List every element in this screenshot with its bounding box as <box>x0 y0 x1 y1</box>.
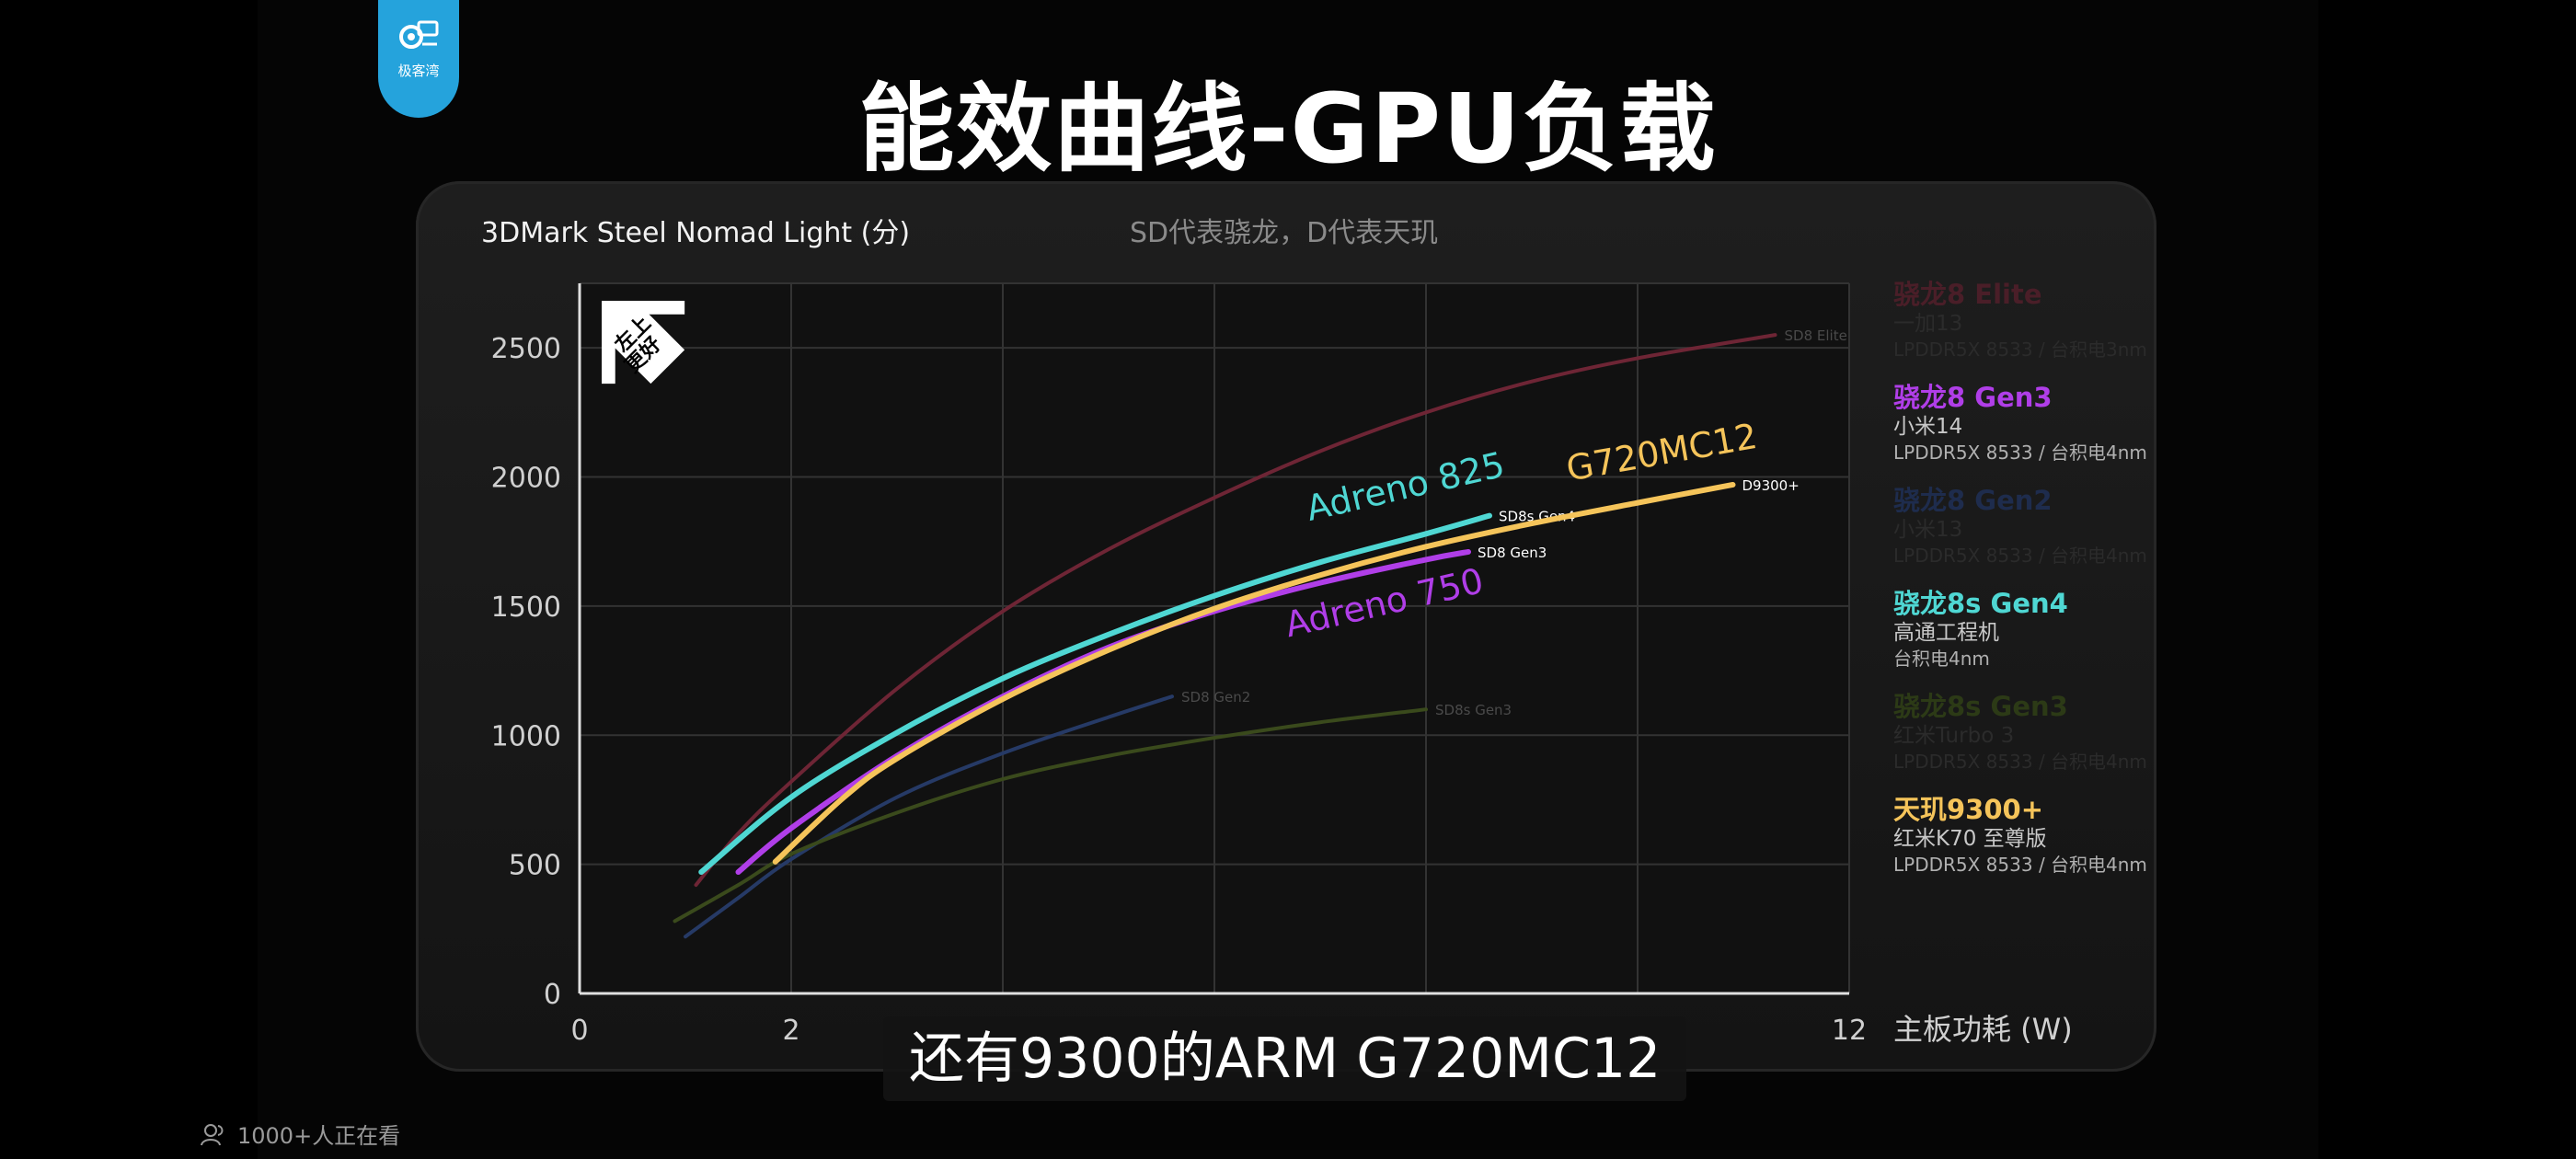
legend-memory: LPDDR5X 8533 / 台积电3nm <box>1893 339 2147 361</box>
series-line-sd8s-gen3 <box>673 707 1428 924</box>
legend-memory: 台积电4nm <box>1893 648 1990 670</box>
channel-logo: 极客湾 <box>378 0 459 118</box>
series-end-label-sd8s-gen3: SD8s Gen3 <box>1435 702 1512 718</box>
series-line-sd8-elite <box>694 333 1777 888</box>
series-end-label-sd8-gen2: SD8 Gen2 <box>1181 689 1250 706</box>
series-line-d9300- <box>772 481 1736 865</box>
legend-item: 骁龙8s Gen4 高通工程机台积电4nm <box>1893 587 2160 690</box>
legend-memory: LPDDR5X 8533 / 台积电4nm <box>1893 545 2147 567</box>
legend-name: 骁龙8 Elite <box>1893 279 2042 310</box>
y-tick-label: 1000 <box>491 720 561 752</box>
legend-memory: LPDDR5X 8533 / 台积电4nm <box>1893 854 2147 876</box>
legend: 骁龙8 Elite 一加13 LPDDR5X 8533 / 台积电3nm 骁龙8 Ge… <box>1893 278 2160 896</box>
chart-title: 3DMark Steel Nomad Light (分) <box>481 217 911 249</box>
legend-device: 红米Turbo 3 <box>1893 724 2015 748</box>
legend-name: 天玑9300+ <box>1893 794 2044 825</box>
y-tick-label: 500 <box>509 850 561 882</box>
x-axis-label: 主板功耗 (W) <box>1893 1012 2073 1047</box>
viewers-icon <box>201 1123 224 1145</box>
x-tick-label: 12 <box>1832 1015 1867 1047</box>
legend-device: 高通工程机 <box>1893 621 1999 645</box>
logo-text: 极客湾 <box>397 63 440 79</box>
viewer-count-text: 1000+人正在看 <box>237 1123 401 1149</box>
viewer-count: 1000+人正在看 <box>201 1118 400 1150</box>
y-tick-label: 0 <box>544 979 561 1011</box>
chart-subtitle: SD代表骁龙，D代表天玑 <box>1130 217 1439 249</box>
gear-card-icon <box>399 20 439 49</box>
y-tick-label: 2500 <box>491 333 561 365</box>
legend-device: 红米K70 至尊版 <box>1893 827 2047 851</box>
better-badge: 左上 更好 <box>598 297 688 391</box>
legend-name: 骁龙8s Gen4 <box>1893 588 2068 619</box>
subtitle-caption: 还有9300的ARM G720MC12 <box>883 1016 1687 1101</box>
series-end-label-d9300-: D9300+ <box>1742 477 1800 494</box>
legend-device: 小米14 <box>1893 415 1963 439</box>
legend-item: 骁龙8s Gen3 红米Turbo 3 LPDDR5X 8533 / 台积电4nm <box>1893 690 2160 793</box>
legend-memory: LPDDR5X 8533 / 台积电4nm <box>1893 751 2147 773</box>
legend-device: 一加13 <box>1893 312 1963 336</box>
legend-name: 骁龙8 Gen3 <box>1893 382 2053 413</box>
legend-memory: LPDDR5X 8533 / 台积电4nm <box>1893 442 2147 464</box>
series-end-label-sd8-gen3: SD8 Gen3 <box>1478 545 1547 561</box>
page-title: 能效曲线-GPU负载 <box>858 73 1718 185</box>
series-line-sd8s-gen4 <box>698 512 1492 876</box>
legend-name: 骁龙8 Gen2 <box>1893 485 2053 516</box>
legend-item: 天玑9300+ 红米K70 至尊版 LPDDR5X 8533 / 台积电4nm <box>1893 793 2160 896</box>
legend-device: 小米13 <box>1893 518 1963 542</box>
series-end-label-sd8-elite: SD8 Elite <box>1785 327 1847 344</box>
y-tick-label: 2000 <box>491 463 561 495</box>
y-tick-label: 1500 <box>491 591 561 624</box>
legend-item: 骁龙8 Elite 一加13 LPDDR5X 8533 / 台积电3nm <box>1893 278 2160 381</box>
legend-item: 骁龙8 Gen3 小米14 LPDDR5X 8533 / 台积电4nm <box>1893 381 2160 484</box>
legend-item: 骁龙8 Gen2 小米13 LPDDR5X 8533 / 台积电4nm <box>1893 484 2160 587</box>
x-tick-label: 2 <box>782 1015 799 1047</box>
x-tick-label: 0 <box>570 1015 588 1047</box>
series-line-sd8-gen2 <box>684 694 1174 939</box>
up-left-arrow-icon: 左上 更好 <box>602 301 685 384</box>
legend-name: 骁龙8s Gen3 <box>1893 691 2068 722</box>
